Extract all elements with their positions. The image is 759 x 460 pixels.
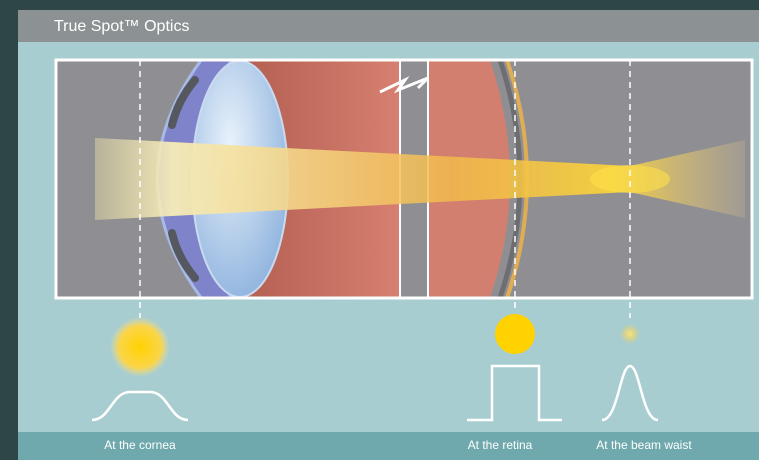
eye-frame: [54, 58, 754, 300]
label-retina: At the retina: [468, 438, 533, 452]
profiles: [91, 364, 659, 422]
retina-spot: [495, 314, 535, 354]
label-cornea: At the cornea: [104, 438, 176, 452]
eye-illustration: [56, 60, 752, 298]
footer-bar: [18, 432, 759, 460]
guide-lines: [139, 60, 631, 318]
cornea-spot: [110, 317, 170, 377]
waist-spot: [620, 324, 640, 344]
label-waist: At the beam waist: [596, 438, 692, 452]
header-title: True Spot™ Optics: [54, 18, 189, 35]
header-bar: [18, 10, 759, 42]
